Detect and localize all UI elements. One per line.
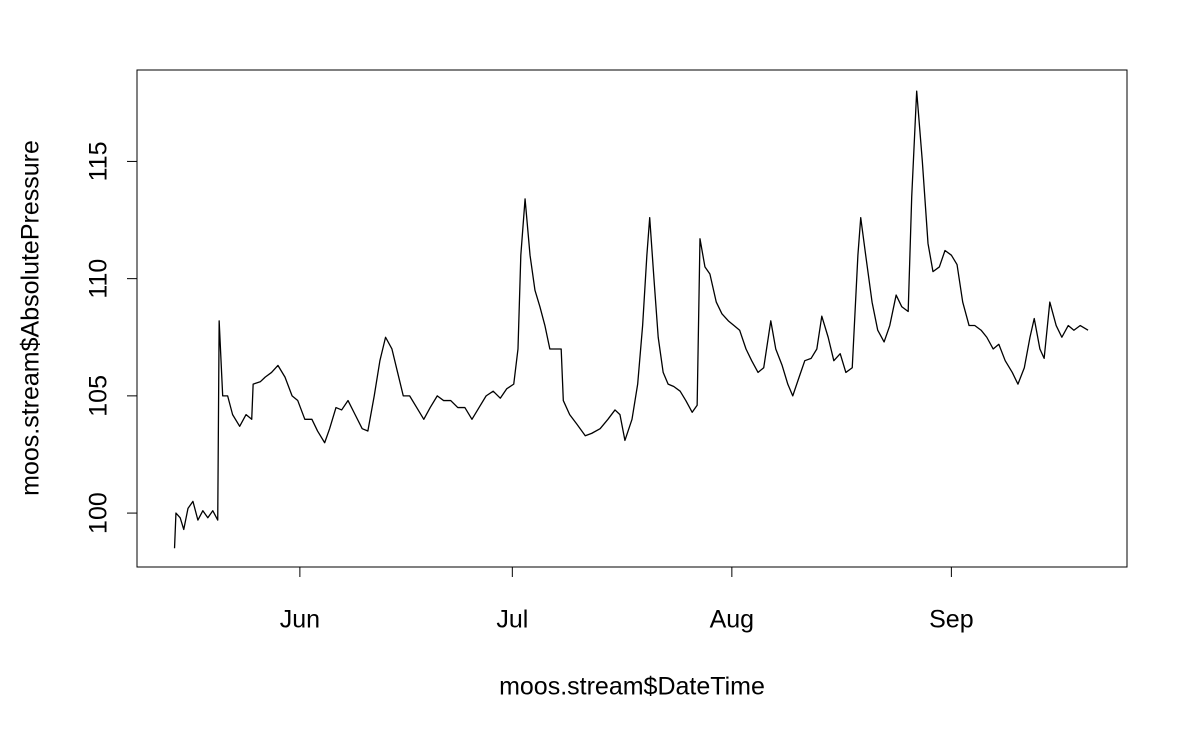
y-tick-label: 115 (85, 141, 113, 181)
plot-frame (136, 69, 1128, 568)
x-tick-label: Jul (496, 606, 528, 634)
x-tick-label: Aug (710, 606, 754, 634)
x-axis-label: moos.stream$DateTime (499, 673, 765, 701)
y-tick-label: 105 (85, 375, 113, 417)
y-axis-label: moos.stream$AbsolutePressure (17, 140, 45, 496)
data-line (173, 90, 1089, 549)
x-tick-label: Jun (280, 606, 320, 634)
y-tick-label: 100 (85, 492, 113, 534)
x-tick-label: Sep (929, 606, 973, 634)
y-tick-label: 110 (85, 259, 113, 299)
